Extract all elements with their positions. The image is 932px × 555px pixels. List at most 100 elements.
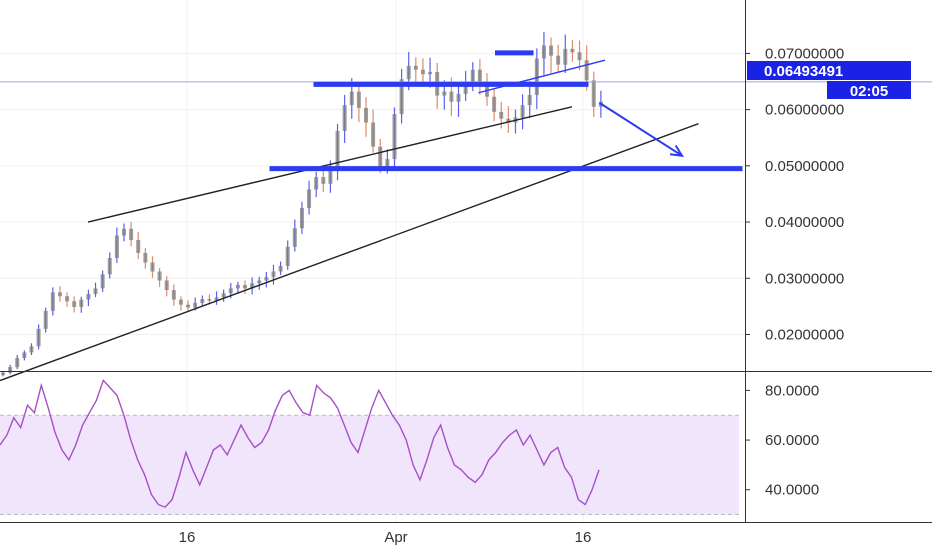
annotation-layer — [0, 50, 743, 382]
tick-layer: 0.07000000 0.06000000 0.05000000 0.04000000… — [179, 45, 845, 546]
candle-body — [420, 69, 425, 75]
candle-body — [65, 296, 70, 302]
time-tick-label: 16 — [575, 529, 592, 546]
candle-body — [122, 228, 126, 236]
candle-body — [186, 304, 191, 308]
candle-body — [235, 284, 240, 289]
candle-body — [164, 280, 169, 291]
candle-body — [492, 96, 497, 112]
candle-body — [563, 48, 568, 65]
candle-body — [499, 111, 504, 119]
candle-body — [15, 358, 20, 368]
candle-body — [8, 367, 13, 373]
candle-body — [449, 91, 454, 102]
candle-body — [264, 277, 269, 281]
candle-body — [349, 91, 354, 106]
trendline — [87, 106, 573, 223]
candle-body — [356, 91, 361, 108]
candle-body — [328, 170, 333, 184]
candle-body — [171, 290, 176, 300]
rsi-tick-label: 80.0000 — [765, 382, 819, 399]
candle-body — [285, 246, 290, 266]
candle-body — [50, 292, 55, 311]
candle-body — [428, 71, 433, 75]
candle-body — [257, 280, 262, 284]
candle-body — [136, 240, 141, 253]
candle-body — [200, 299, 205, 303]
candle-body — [520, 105, 525, 118]
candle-body — [93, 288, 98, 294]
forecast-arrow — [598, 102, 683, 157]
candle-body — [485, 86, 489, 97]
candle-body — [342, 105, 347, 131]
candle-body — [364, 107, 368, 123]
candle-body — [556, 55, 561, 65]
candle-body — [150, 262, 155, 272]
candle-body — [591, 80, 596, 107]
candle-body — [22, 352, 27, 359]
price-tick-label: 0.07000000 — [765, 45, 844, 62]
forecast-arrow-head — [669, 144, 684, 157]
trendline — [478, 59, 606, 94]
candle-body — [442, 91, 447, 96]
price-badge: 0.06493491 02:05 — [747, 61, 911, 100]
price-tick-label: 0.06000000 — [765, 102, 844, 119]
rsi-layer — [0, 379, 600, 508]
candle-body — [193, 302, 198, 308]
candle-body — [527, 94, 532, 106]
time-tick-label: Apr — [384, 529, 407, 546]
countdown-badge-value: 02:05 — [850, 83, 888, 100]
candle-body — [278, 265, 283, 272]
candle-body — [506, 118, 511, 123]
candle-body — [207, 299, 212, 301]
candle-body — [221, 293, 226, 298]
price-tick-label: 0.03000000 — [765, 270, 844, 287]
candle-body — [456, 93, 461, 102]
candle-body — [143, 252, 148, 263]
candle-body — [549, 45, 554, 56]
candle-body — [29, 346, 34, 353]
rsi-band-layer — [0, 414, 739, 516]
time-tick-label: 16 — [179, 529, 196, 546]
candle-body — [307, 189, 312, 208]
candle-body — [463, 83, 468, 94]
candle-body — [107, 258, 112, 275]
candle-body — [470, 69, 475, 84]
candle-body — [178, 299, 183, 305]
candle-body — [378, 146, 383, 167]
candle-body — [79, 299, 84, 307]
candle-body — [413, 65, 418, 70]
candle-body — [406, 65, 411, 80]
price-badge-value: 0.06493491 — [764, 63, 843, 80]
candle-body — [1, 372, 5, 375]
candle-body — [534, 58, 539, 95]
candle-body — [72, 301, 77, 307]
candle-body — [129, 228, 134, 241]
rsi-line — [0, 379, 600, 508]
candle-body — [250, 283, 255, 289]
candle-body — [314, 177, 319, 190]
rsi-tick-label: 60.0000 — [765, 432, 819, 449]
price-badge-box — [747, 61, 911, 80]
candle-body — [114, 235, 119, 259]
candle-body — [214, 297, 219, 301]
axis-layer — [0, 0, 932, 523]
candle-body — [243, 284, 247, 289]
candle-body — [541, 45, 546, 59]
candle-body — [43, 310, 48, 329]
price-tick-label: 0.05000000 — [765, 158, 844, 175]
candle-body — [321, 177, 326, 184]
candle-body — [100, 274, 105, 289]
candle-body — [271, 271, 276, 278]
candle-body — [392, 114, 397, 160]
candle-body — [228, 288, 233, 294]
price-tick-label: 0.02000000 — [765, 326, 844, 343]
countdown-badge-box — [827, 81, 911, 99]
price-tick-label: 0.04000000 — [765, 214, 844, 231]
candle-body — [584, 60, 589, 81]
candle-body — [335, 130, 340, 171]
candle-body — [299, 207, 304, 229]
candle-body — [399, 79, 404, 115]
